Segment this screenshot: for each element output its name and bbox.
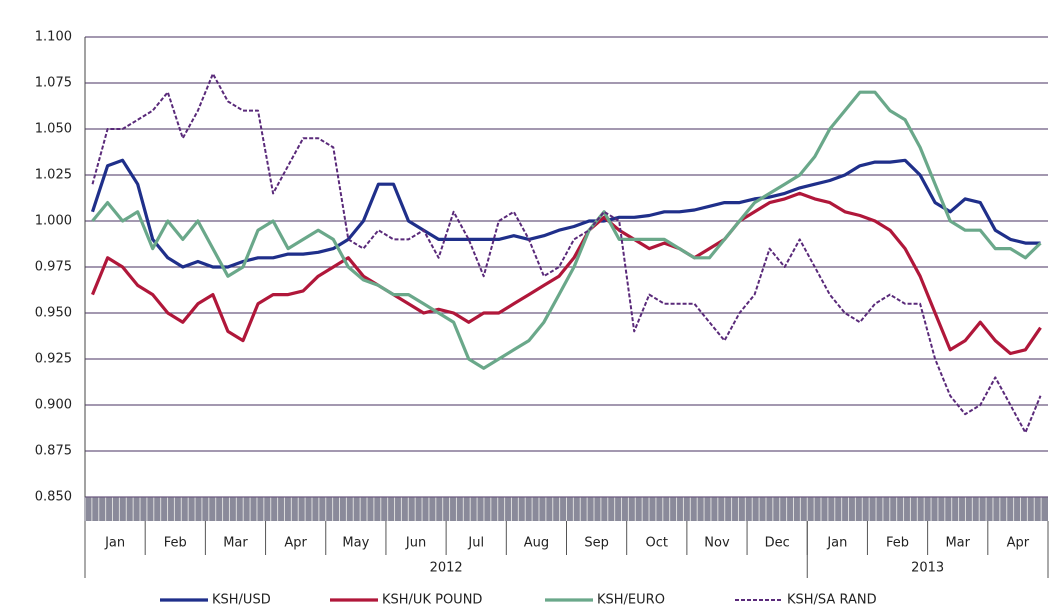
- x-tick-label: Jun: [405, 536, 426, 551]
- y-tick-label: 0.975: [35, 260, 72, 275]
- y-tick-label: 0.925: [35, 352, 72, 367]
- x-tick-label: Mar: [223, 536, 248, 551]
- x-tick-label: May: [342, 536, 369, 551]
- x-tick-label: Apr: [284, 536, 307, 551]
- legend-label: KSH/USD: [212, 593, 271, 608]
- legend-label: KSH/EURO: [597, 593, 665, 608]
- x-tick-label: Oct: [646, 536, 668, 551]
- x-tick-label: Jan: [826, 536, 847, 551]
- series-line: [91, 90, 1042, 370]
- x-tick-label: Dec: [765, 536, 790, 551]
- x-tick-label: Aug: [524, 536, 549, 551]
- x-tick-label: Sep: [584, 536, 609, 551]
- x-group-label: 2013: [911, 561, 944, 576]
- y-tick-label: 1.025: [35, 168, 72, 183]
- x-group-label: 2012: [430, 561, 463, 576]
- y-tick-label: 0.875: [35, 444, 72, 459]
- series-line: [91, 72, 1042, 434]
- series-line: [91, 191, 1042, 356]
- legend-label: KSH/UK POUND: [382, 593, 482, 608]
- y-tick-label: 1.075: [35, 76, 72, 91]
- x-tick-label: Jul: [467, 536, 484, 551]
- x-tick-label: Feb: [164, 536, 187, 551]
- x-tick-label: Nov: [704, 536, 730, 551]
- y-tick-label: 0.850: [35, 490, 72, 505]
- y-tick-label: 1.050: [35, 122, 72, 137]
- y-tick-label: 0.950: [35, 306, 72, 321]
- x-tick-label: Jan: [104, 536, 125, 551]
- y-tick-label: 0.900: [35, 398, 72, 413]
- x-tick-label: Apr: [1007, 536, 1030, 551]
- legend-label: KSH/SA RAND: [787, 593, 877, 608]
- x-tick-label: Mar: [945, 536, 970, 551]
- y-tick-label: 1.000: [35, 214, 72, 229]
- series-line: [90, 158, 1041, 269]
- x-tick-label: Feb: [886, 536, 909, 551]
- y-tick-label: 1.100: [35, 30, 72, 45]
